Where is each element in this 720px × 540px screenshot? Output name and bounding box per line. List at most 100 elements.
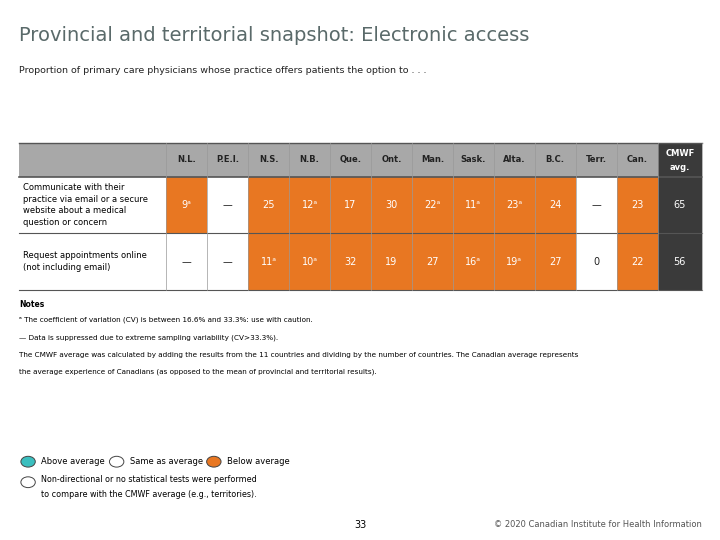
Text: Request appointments online
(not including email): Request appointments online (not includi…: [23, 252, 147, 272]
Text: 25: 25: [262, 200, 275, 210]
FancyBboxPatch shape: [19, 143, 166, 177]
Text: avg.: avg.: [670, 163, 690, 172]
FancyBboxPatch shape: [412, 233, 453, 290]
Text: —: —: [181, 256, 192, 267]
Text: 11ᵃ: 11ᵃ: [465, 200, 482, 210]
FancyBboxPatch shape: [535, 177, 576, 233]
FancyBboxPatch shape: [166, 177, 207, 233]
FancyBboxPatch shape: [330, 143, 371, 177]
Text: to compare with the CMWF average (e.g., territories).: to compare with the CMWF average (e.g., …: [41, 490, 256, 500]
FancyBboxPatch shape: [289, 233, 330, 290]
Text: Terr.: Terr.: [585, 156, 607, 164]
FancyBboxPatch shape: [494, 143, 535, 177]
FancyBboxPatch shape: [576, 143, 617, 177]
Text: 27: 27: [426, 256, 438, 267]
Text: 0: 0: [593, 256, 599, 267]
Text: 27: 27: [549, 256, 562, 267]
FancyBboxPatch shape: [371, 143, 412, 177]
FancyBboxPatch shape: [617, 177, 657, 233]
Text: Communicate with their
practice via email or a secure
website about a medical
qu: Communicate with their practice via emai…: [23, 183, 148, 227]
FancyBboxPatch shape: [371, 177, 412, 233]
Text: © 2020 Canadian Institute for Health Information: © 2020 Canadian Institute for Health Inf…: [494, 521, 702, 529]
Text: ᵃ The coefficient of variation (CV) is between 16.6% and 33.3%: use with caution: ᵃ The coefficient of variation (CV) is b…: [19, 317, 313, 323]
Text: Proportion of primary care physicians whose practice offers patients the option : Proportion of primary care physicians wh…: [19, 66, 427, 75]
FancyBboxPatch shape: [657, 143, 702, 177]
Text: 10ᵃ: 10ᵃ: [302, 256, 318, 267]
Text: 32: 32: [344, 256, 356, 267]
Text: N.B.: N.B.: [300, 156, 320, 164]
Circle shape: [21, 456, 35, 467]
FancyBboxPatch shape: [289, 143, 330, 177]
Text: Man.: Man.: [420, 156, 444, 164]
Text: The CMWF average was calculated by adding the results from the 11 countries and : The CMWF average was calculated by addin…: [19, 352, 579, 357]
FancyBboxPatch shape: [19, 177, 166, 233]
FancyBboxPatch shape: [19, 233, 166, 290]
Text: CMWF: CMWF: [665, 150, 695, 158]
FancyBboxPatch shape: [453, 177, 494, 233]
Circle shape: [21, 477, 35, 488]
Text: P.E.I.: P.E.I.: [216, 156, 239, 164]
Text: 11ᵃ: 11ᵃ: [261, 256, 276, 267]
FancyBboxPatch shape: [412, 143, 453, 177]
FancyBboxPatch shape: [330, 177, 371, 233]
Text: —: —: [591, 200, 601, 210]
Text: 22ᵃ: 22ᵃ: [424, 200, 441, 210]
FancyBboxPatch shape: [371, 233, 412, 290]
FancyBboxPatch shape: [576, 233, 617, 290]
FancyBboxPatch shape: [330, 233, 371, 290]
Text: N.L.: N.L.: [177, 156, 196, 164]
Circle shape: [207, 456, 221, 467]
Text: 17: 17: [344, 200, 356, 210]
Text: Non-directional or no statistical tests were performed: Non-directional or no statistical tests …: [41, 475, 257, 484]
Text: Que.: Que.: [340, 156, 361, 164]
Text: 9ᵃ: 9ᵃ: [181, 200, 192, 210]
Text: N.S.: N.S.: [258, 156, 279, 164]
FancyBboxPatch shape: [207, 143, 248, 177]
FancyBboxPatch shape: [535, 233, 576, 290]
FancyBboxPatch shape: [657, 177, 702, 233]
FancyBboxPatch shape: [207, 177, 248, 233]
Text: 12ᵃ: 12ᵃ: [302, 200, 318, 210]
Text: 30: 30: [385, 200, 397, 210]
Text: Alta.: Alta.: [503, 156, 526, 164]
FancyBboxPatch shape: [453, 143, 494, 177]
Text: 24: 24: [549, 200, 562, 210]
FancyBboxPatch shape: [166, 233, 207, 290]
FancyBboxPatch shape: [248, 177, 289, 233]
FancyBboxPatch shape: [657, 233, 702, 290]
Text: Same as average: Same as average: [130, 457, 203, 466]
Text: Above average: Above average: [41, 457, 105, 466]
Text: — Data is suppressed due to extreme sampling variability (CV>33.3%).: — Data is suppressed due to extreme samp…: [19, 334, 279, 341]
Text: 22: 22: [631, 256, 644, 267]
Text: the average experience of Canadians (as opposed to the mean of provincial and te: the average experience of Canadians (as …: [19, 369, 377, 375]
FancyBboxPatch shape: [617, 233, 657, 290]
Text: Can.: Can.: [626, 156, 648, 164]
FancyBboxPatch shape: [248, 143, 289, 177]
FancyBboxPatch shape: [535, 143, 576, 177]
Circle shape: [109, 456, 124, 467]
Text: 65: 65: [674, 200, 686, 210]
Text: 19: 19: [385, 256, 397, 267]
FancyBboxPatch shape: [576, 177, 617, 233]
Text: 16ᵃ: 16ᵃ: [465, 256, 482, 267]
Text: 56: 56: [674, 256, 686, 267]
FancyBboxPatch shape: [207, 233, 248, 290]
FancyBboxPatch shape: [248, 233, 289, 290]
FancyBboxPatch shape: [412, 177, 453, 233]
Text: Below average: Below average: [227, 457, 289, 466]
Text: B.C.: B.C.: [546, 156, 564, 164]
Text: Notes: Notes: [19, 300, 45, 309]
FancyBboxPatch shape: [453, 233, 494, 290]
Text: 33: 33: [354, 520, 366, 530]
Text: —: —: [222, 256, 233, 267]
Text: 23ᵃ: 23ᵃ: [506, 200, 522, 210]
FancyBboxPatch shape: [617, 143, 657, 177]
Text: —: —: [222, 200, 233, 210]
FancyBboxPatch shape: [494, 233, 535, 290]
Text: Ont.: Ont.: [382, 156, 402, 164]
Text: Provincial and territorial snapshot: Electronic access: Provincial and territorial snapshot: Ele…: [19, 26, 530, 45]
Text: 19ᵃ: 19ᵃ: [506, 256, 522, 267]
FancyBboxPatch shape: [289, 177, 330, 233]
Text: Sask.: Sask.: [461, 156, 486, 164]
FancyBboxPatch shape: [494, 177, 535, 233]
